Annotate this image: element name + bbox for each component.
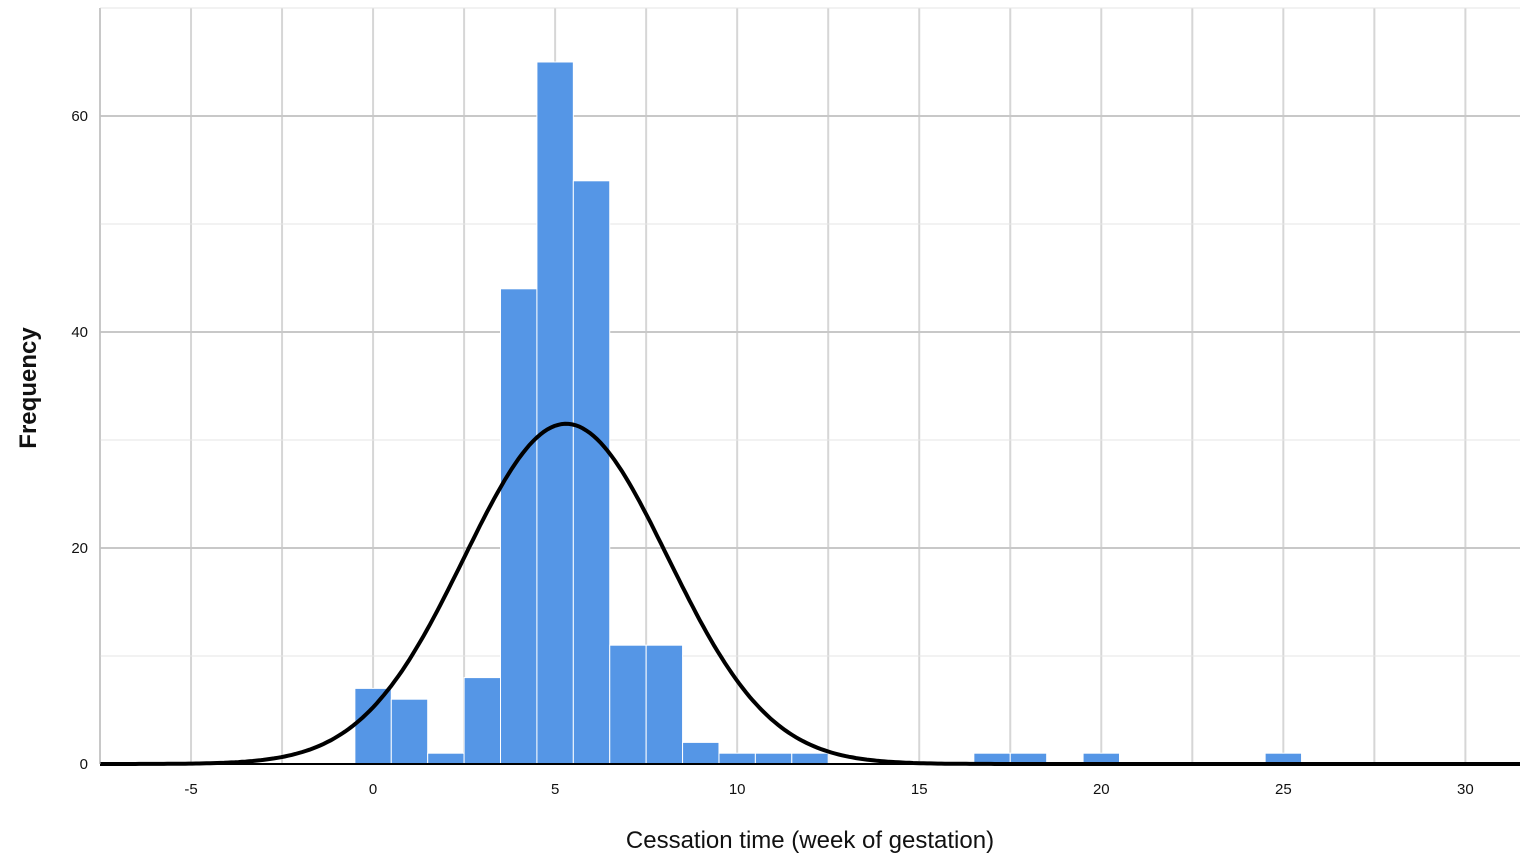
x-tick-label: 30 (1457, 781, 1474, 798)
x-tick-label: -5 (184, 781, 197, 798)
y-tick-label: 0 (80, 756, 88, 773)
histogram-bar (572, 180, 611, 765)
x-tick-label: 5 (551, 781, 559, 798)
histogram-bar (645, 644, 684, 765)
x-axis-title: Cessation time (week of gestation) (626, 827, 994, 854)
x-tick-label: 15 (911, 781, 928, 798)
histogram-bar (682, 741, 720, 765)
x-tick-label: 25 (1275, 781, 1292, 798)
histogram-bar (718, 752, 756, 765)
y-tick-label: 20 (71, 540, 88, 557)
axis-layer: -5 0 5 10 15 20 25 30 0 20 40 60 (71, 8, 1520, 798)
histogram-bar (354, 687, 392, 765)
y-tick-label: 60 (71, 108, 88, 125)
x-tick-label: 10 (729, 781, 746, 798)
curve-layer (100, 421, 1520, 766)
histogram-bar (390, 698, 429, 765)
y-axis-title: Frequency (15, 327, 42, 449)
grid-layer (99, 7, 1520, 765)
histogram-bar (536, 61, 574, 765)
y-tick-label: 40 (71, 324, 88, 341)
x-tick-label: 0 (369, 781, 377, 798)
histogram-bar (791, 752, 829, 765)
bars-layer (354, 61, 1303, 765)
histogram-bar (427, 752, 465, 765)
histogram-bar (500, 288, 538, 765)
histogram-bar (754, 752, 793, 765)
histogram-bar (609, 644, 647, 765)
x-tick-label: 20 (1093, 781, 1110, 798)
normal-curve (100, 421, 1520, 766)
histogram-bar (463, 677, 502, 765)
